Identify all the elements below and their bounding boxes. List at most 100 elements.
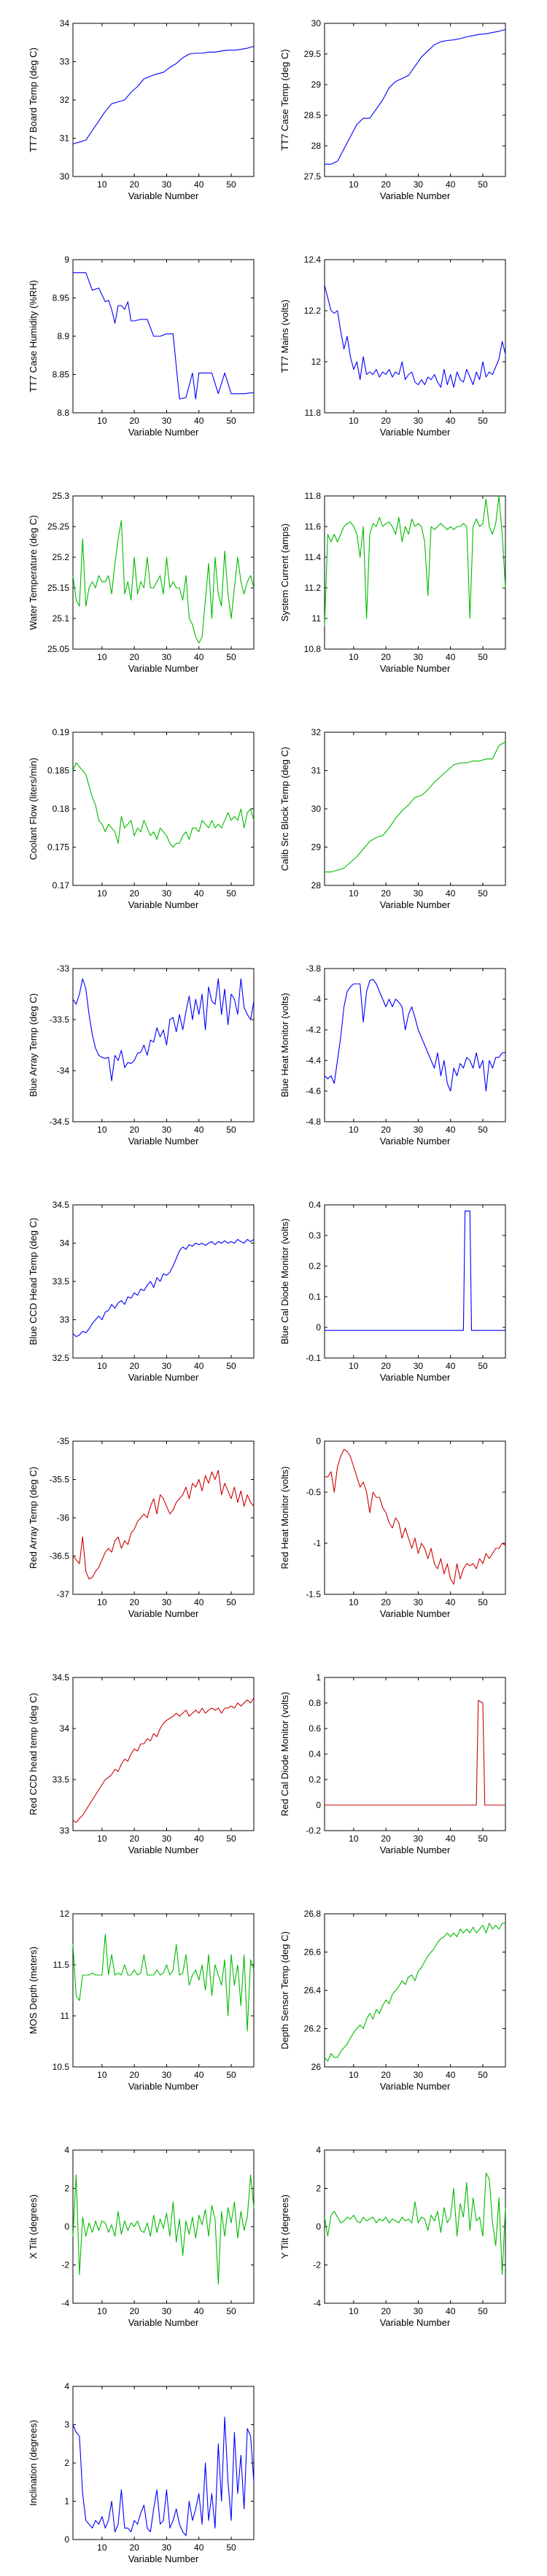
series-line [72, 2416, 255, 2537]
x-tick-label: 50 [478, 652, 488, 662]
series-line [72, 1238, 255, 1338]
y-tick-label: 0 [64, 2534, 69, 2545]
x-tick-label: 50 [226, 652, 236, 662]
y-axis-label: TT7 Board Temp (deg C) [28, 47, 39, 152]
y-tick-label: 8.85 [53, 370, 70, 380]
plot-area-frame [72, 968, 255, 1122]
y-tick-label: 33.5 [53, 1276, 70, 1287]
y-tick-label: 29.5 [304, 49, 322, 59]
x-axis-label: Variable Number [380, 1844, 451, 1855]
series-line [72, 2174, 255, 2285]
y-tick-label: -4.6 [306, 1086, 321, 1096]
y-tick-label: 30 [311, 18, 322, 28]
x-tick-label: 50 [226, 1361, 236, 1371]
x-axis-label: Variable Number [380, 2317, 451, 2328]
y-tick-label: -35 [57, 1436, 70, 1446]
x-tick-label: 20 [129, 2542, 139, 2553]
plot-area-frame [324, 495, 506, 650]
x-tick-label: 30 [414, 1361, 424, 1371]
x-tick-label: 20 [129, 416, 139, 426]
x-tick-label: 10 [349, 2306, 359, 2316]
y-tick-label: -4 [313, 2298, 321, 2308]
y-tick-label: -3.8 [306, 963, 321, 974]
x-axis-label: Variable Number [128, 427, 199, 438]
x-tick-label: 20 [129, 888, 139, 899]
y-axis-label: Red CCD head temp (deg C) [28, 1693, 39, 1815]
plot-area-frame [324, 259, 506, 414]
y-tick-label: 4 [64, 2145, 69, 2155]
y-tick-label: -1.5 [306, 1589, 321, 1599]
x-tick-label: 30 [162, 1361, 172, 1371]
chart-panel: 10 20 30 40 50 11.8 12 12.2 12.4 Variable Number T… [279, 255, 506, 438]
y-tick-label: 0.8 [309, 1698, 321, 1708]
x-tick-label: 10 [97, 1834, 107, 1844]
x-tick-label: 10 [97, 2542, 107, 2553]
chart-panel: 10 20 30 40 50 32.5 33 33.5 34 34.5 Variable Numbe… [28, 1200, 255, 1383]
chart-panel: 10 20 30 40 50 -0.2 0 0.2 0.4 0.6 0.8 1 Variable Num… [279, 1672, 506, 1855]
y-tick-label: 26 [311, 2062, 322, 2072]
y-tick-label: 2 [64, 2458, 69, 2468]
y-tick-label: 32 [60, 95, 70, 105]
plot-area-frame [324, 732, 506, 886]
y-axis-label: Red Cal Diode Monitor (volts) [279, 1692, 290, 1817]
x-tick-label: 30 [414, 179, 424, 190]
y-tick-label: 28 [311, 880, 322, 891]
x-tick-label: 40 [446, 179, 456, 190]
x-tick-label: 10 [97, 1361, 107, 1371]
chart-panel: 10 20 30 40 50 10.8 11 11.2 11.4 11.6 11.8 Variable… [279, 491, 506, 674]
y-tick-label: 0 [316, 1322, 321, 1332]
y-tick-label: -36 [57, 1513, 70, 1523]
x-tick-label: 20 [129, 652, 139, 662]
x-tick-label: 30 [162, 2306, 172, 2316]
y-axis-label: TT7 Case Temp (deg C) [279, 49, 290, 150]
plot-area-frame [72, 23, 255, 177]
series-line [72, 520, 255, 644]
y-tick-label: 8.8 [57, 408, 69, 418]
x-tick-label: 10 [97, 888, 107, 899]
chart-panel: 10 20 30 40 50 0.17 0.175 0.18 0.185 0.19 Variable… [28, 727, 255, 910]
y-axis-label: Calib Src Block Temp (deg C) [279, 747, 290, 871]
y-tick-label: 8.95 [53, 293, 70, 303]
y-tick-label: -33.5 [50, 1015, 70, 1025]
x-tick-label: 40 [446, 2306, 456, 2316]
series-line [72, 762, 255, 848]
y-tick-label: 11.4 [305, 552, 322, 562]
x-tick-label: 30 [162, 2070, 172, 2080]
x-tick-label: 50 [478, 1361, 488, 1371]
x-tick-label: 50 [478, 1597, 488, 1607]
x-axis-label: Variable Number [128, 2081, 199, 2092]
y-tick-label: -36.5 [50, 1551, 70, 1561]
y-tick-label: 29 [311, 79, 322, 90]
x-axis-label: Variable Number [380, 190, 451, 201]
x-tick-label: 40 [446, 652, 456, 662]
chart-panel: 10 20 30 40 50 -34.5 -34 -33.5 -33 Variable Numbe… [28, 963, 255, 1147]
y-tick-label: 0.4 [309, 1749, 321, 1759]
y-tick-label: -4 [61, 2298, 69, 2308]
series-line [72, 1470, 255, 1580]
x-tick-label: 10 [97, 416, 107, 426]
chart-panel: 10 20 30 40 50 26 26.2 26.4 26.6 26.8 Variable Num… [279, 1909, 506, 2092]
chart-panel: 10 20 30 40 50 -37 -36.5 -36 -35.5 -35 Variable Nu… [28, 1436, 255, 1619]
x-tick-label: 20 [129, 2306, 139, 2316]
x-axis-label: Variable Number [380, 1608, 451, 1619]
chart-panel: 10 20 30 40 50 -0.1 0 0.1 0.2 0.3 0.4 Variable Numb… [279, 1200, 506, 1383]
y-tick-label: 2 [316, 2184, 321, 2194]
x-axis-label: Variable Number [128, 190, 199, 201]
x-tick-label: 10 [97, 2306, 107, 2316]
series-line [325, 1448, 506, 1585]
y-tick-label: 11.5 [53, 1960, 70, 1970]
x-tick-label: 50 [226, 1125, 236, 1135]
plot-area-frame [72, 1440, 255, 1595]
y-axis-label: Y Tilt (degrees) [279, 2195, 290, 2259]
y-tick-label: -34.5 [50, 1117, 70, 1127]
plot-area-frame [324, 1440, 506, 1595]
series-line [324, 495, 506, 626]
y-tick-label: 1 [64, 2497, 69, 2507]
x-tick-label: 50 [226, 888, 236, 899]
y-axis-label: Depth Sensor Temp (deg C) [279, 1931, 290, 2049]
y-tick-label: 3 [64, 2420, 69, 2430]
x-tick-label: 40 [194, 1597, 204, 1607]
y-tick-label: -35.5 [50, 1475, 70, 1485]
series-line [324, 979, 505, 1092]
x-tick-label: 20 [381, 888, 391, 899]
